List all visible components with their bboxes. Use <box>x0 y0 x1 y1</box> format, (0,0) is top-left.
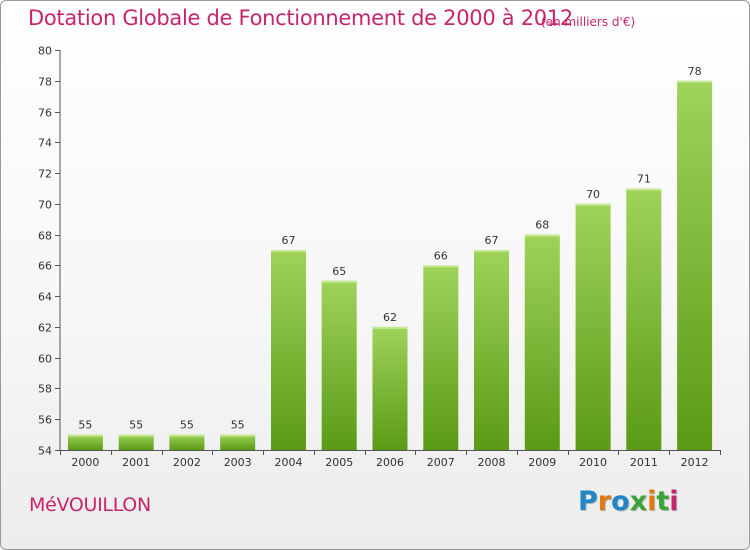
logo-letter: i <box>647 486 657 517</box>
y-tick-label: 74 <box>38 137 52 150</box>
value-label-2011: 71 <box>637 173 651 186</box>
value-label-2004: 67 <box>281 234 295 247</box>
x-tick-label-2004: 2004 <box>274 456 302 469</box>
bar-2004 <box>271 250 306 450</box>
x-tick-label-2006: 2006 <box>376 456 404 469</box>
logo-letter: t <box>656 486 670 517</box>
value-label-2012: 78 <box>688 65 702 78</box>
value-label-2002: 55 <box>180 419 194 432</box>
bar-2002 <box>169 434 205 450</box>
y-tick-label: 66 <box>38 260 52 273</box>
bar-2003 <box>220 434 256 450</box>
chart-subtitle: (en milliers d'€) <box>541 15 636 29</box>
x-tick-label-2008: 2008 <box>478 456 506 469</box>
x-tick-label-2001: 2001 <box>122 456 150 469</box>
bar-highlight <box>271 250 306 252</box>
logo-letter: P <box>578 486 598 517</box>
bar-highlight <box>169 434 205 437</box>
bar-2001 <box>118 434 154 450</box>
logo-letter: o <box>611 486 630 517</box>
value-label-2001: 55 <box>129 419 143 432</box>
bar-2012 <box>677 80 713 451</box>
x-tick-label-2005: 2005 <box>325 456 353 469</box>
logo-letter: r <box>597 486 612 517</box>
commune-name: MéVOUILLON <box>29 494 151 516</box>
bar-highlight <box>321 280 357 283</box>
x-tick-label-2009: 2009 <box>528 456 556 469</box>
bar-2008 <box>474 250 509 450</box>
y-axis: 54 56 58 60 62 64 66 68 70 72 74 76 78 80 <box>38 45 61 458</box>
x-tick-label-2011: 2011 <box>630 456 658 469</box>
y-tick-label: 72 <box>38 168 52 181</box>
y-tick-label: 62 <box>38 322 52 335</box>
value-label-2003: 55 <box>231 419 245 432</box>
proxiti-logo: Proxiti <box>578 486 679 517</box>
logo-letter: i <box>669 486 679 517</box>
x-axis: 2000 2001 2002 2003 2004 2005 2006 2007 2008 2009… <box>60 450 721 469</box>
bar-highlight <box>220 434 256 437</box>
value-label-2005: 65 <box>332 265 346 278</box>
value-label-2010: 70 <box>586 188 600 201</box>
bar-highlight <box>626 188 662 191</box>
y-tick-label: 60 <box>38 353 52 366</box>
bar-2006 <box>372 326 408 450</box>
x-tick-label-2002: 2002 <box>173 456 201 469</box>
bar-highlight <box>474 250 509 252</box>
x-tick-label-2003: 2003 <box>224 456 252 469</box>
x-tick-label-2010: 2010 <box>579 456 607 469</box>
logo-letter: x <box>629 486 648 517</box>
y-tick-label: 58 <box>38 383 52 396</box>
bar-2010 <box>575 203 611 450</box>
bars <box>67 80 713 451</box>
value-label-2008: 67 <box>485 234 499 247</box>
bar-2007 <box>423 265 459 450</box>
bar-2009 <box>524 234 560 450</box>
y-tick-label: 70 <box>38 199 52 212</box>
value-label-2006: 62 <box>383 311 397 324</box>
y-tick-label: 76 <box>38 107 52 120</box>
bar-2011 <box>626 188 662 450</box>
bar-highlight <box>67 434 103 437</box>
bar-highlight <box>423 265 459 268</box>
x-tick-label-2000: 2000 <box>71 456 99 469</box>
bar-highlight <box>677 80 713 83</box>
y-tick-label: 68 <box>38 230 52 243</box>
y-tick-label: 64 <box>38 291 52 304</box>
bar-highlight <box>524 234 560 237</box>
chart-title: Dotation Globale de Fonctionnement de 20… <box>28 6 573 30</box>
y-tick-label: 56 <box>38 414 52 427</box>
value-label-2007: 66 <box>434 249 448 262</box>
bar-2005 <box>321 280 357 450</box>
y-tick-label: 80 <box>38 45 52 58</box>
bar-highlight <box>575 203 611 206</box>
bar-2000 <box>67 434 103 450</box>
bar-highlight <box>372 326 408 329</box>
x-tick-label-2007: 2007 <box>427 456 455 469</box>
y-tick-label: 78 <box>38 76 52 89</box>
y-tick-label: 54 <box>38 445 52 458</box>
value-labels: 55 55 55 55 67 65 62 66 67 68 70 71 78 <box>78 65 701 432</box>
value-label-2009: 68 <box>535 219 549 232</box>
bar-highlight <box>118 434 154 437</box>
value-label-2000: 55 <box>78 419 92 432</box>
x-tick-label-2012: 2012 <box>681 456 709 469</box>
